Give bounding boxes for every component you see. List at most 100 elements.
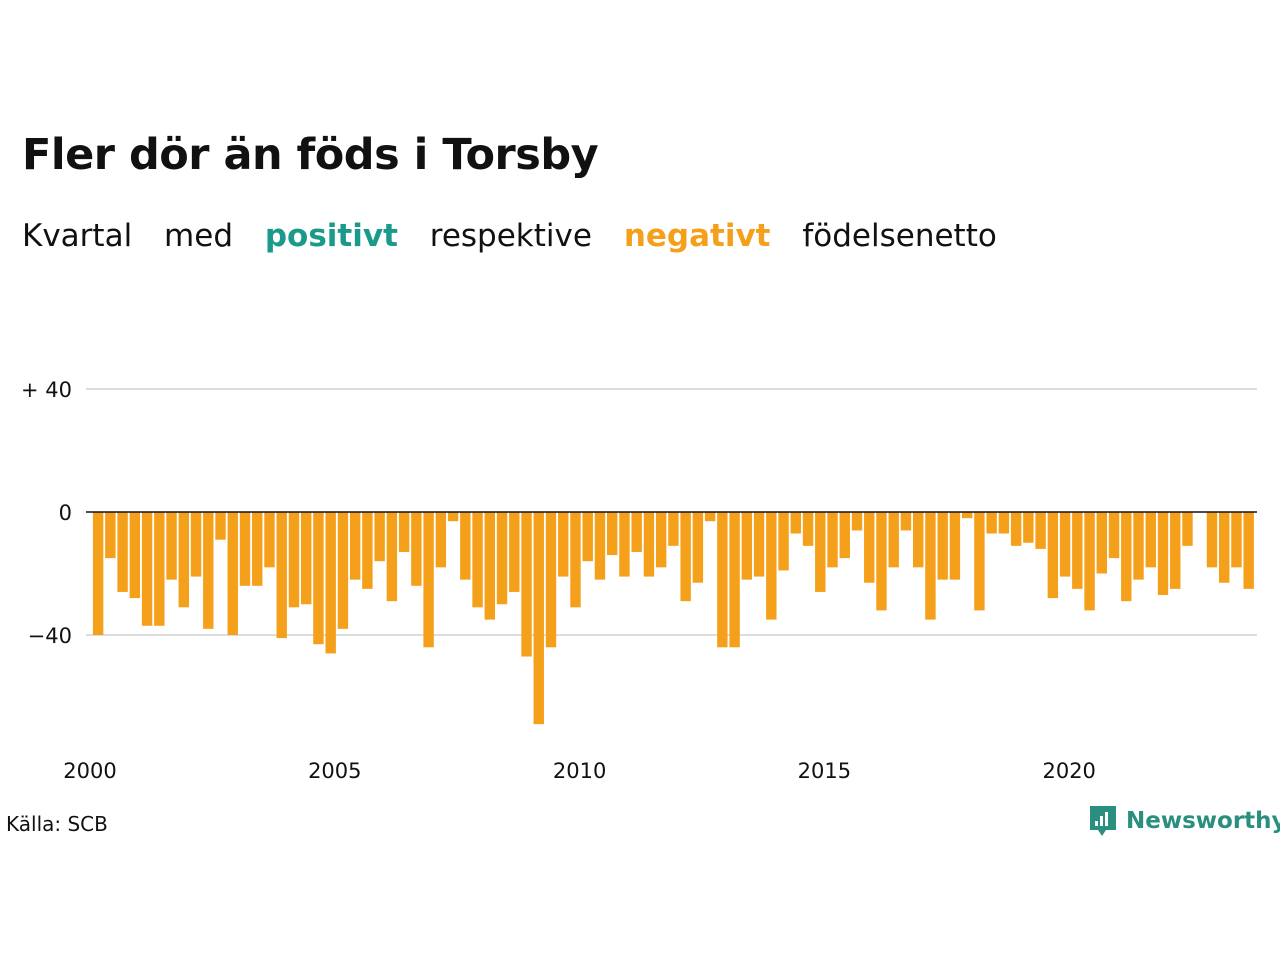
bar [141,512,153,626]
bar [998,512,1010,534]
bar [1023,512,1034,543]
x-tick-label: 2000 [63,759,116,783]
bar [1084,512,1095,611]
bar [496,512,508,605]
bar [239,512,251,586]
bar [1072,512,1083,589]
subtitle-word-fodelsenetto: födelsenetto [802,218,997,254]
bar [961,512,973,519]
bar [435,512,447,568]
chart-title: Fler dör än föds i Torsby [22,130,599,180]
bar [362,512,373,589]
bar [386,512,398,602]
x-tick-label: 2005 [308,759,361,783]
bar [1035,512,1046,549]
bar [570,512,581,608]
bar [264,512,275,568]
bar [1047,512,1059,599]
bar [276,512,287,639]
bar [1108,512,1120,559]
bar [680,512,691,602]
bar [190,512,202,577]
bar [839,512,850,559]
bar [1231,512,1242,568]
bar [227,512,238,635]
bar [1170,512,1181,589]
bar [374,512,385,562]
bar [949,512,961,580]
bar [301,512,312,605]
bar [1206,512,1218,568]
y-tick-label: + 40 [21,378,72,402]
bar [864,512,875,583]
bar [974,512,985,611]
birth-surplus-bar-chart: + 40 0 −40 2000 2005 2010 2015 2020 [21,378,1257,783]
bar [1145,512,1156,568]
bar [790,512,801,534]
bar [154,512,165,626]
bar [1059,512,1071,577]
bar [1157,512,1169,596]
bar [460,512,471,580]
bar [778,512,789,571]
brand-name: Newsworthy [1126,808,1280,834]
y-tick-label: 0 [59,501,72,525]
bar [1243,512,1254,589]
bar [411,512,422,586]
bar [986,512,997,534]
bar [643,512,655,577]
newsworthy-logo: Newsworthy [1088,804,1280,838]
bar [888,512,899,568]
bar [545,512,557,648]
source-note: Källa: SCB [6,812,108,836]
bar [851,512,863,531]
bar [472,512,483,608]
bar [313,512,324,645]
bar [704,512,716,522]
bar [92,512,104,635]
bar [619,512,630,577]
bar [398,512,410,552]
subtitle-negative-label: negativt [623,218,771,254]
bar [1133,512,1144,580]
bar [447,512,459,522]
bar [423,512,434,648]
bar [741,512,753,580]
bar [349,512,361,580]
bar [533,512,544,725]
bar [815,512,826,592]
bar [668,512,679,546]
bar [631,512,642,552]
bar [178,512,189,608]
newsworthy-logo-icon [1090,806,1116,836]
bar [484,512,495,620]
bar [1182,512,1193,546]
subtitle-word-respektive: respektive [429,218,592,254]
bar [729,512,740,648]
bar [558,512,569,577]
bar [900,512,912,531]
bar [337,512,349,629]
bar [509,512,520,592]
bar [827,512,838,568]
bar [521,512,532,657]
bar [1219,512,1230,583]
subtitle-positive-label: positivt [264,218,398,254]
bar [215,512,226,540]
bar [1121,512,1132,602]
bar [582,512,593,562]
bar [753,512,765,577]
bar [252,512,263,586]
bar [766,512,777,620]
x-tick-label: 2010 [553,759,606,783]
chart-subtitle: Kvartal med positivt respektive negativt… [22,218,1019,254]
bar [1010,512,1022,546]
bar [594,512,606,580]
bar [1096,512,1107,574]
bar [876,512,887,611]
bar [692,512,704,583]
bar [607,512,618,556]
bar [129,512,141,599]
bar [166,512,177,580]
bar [105,512,116,559]
